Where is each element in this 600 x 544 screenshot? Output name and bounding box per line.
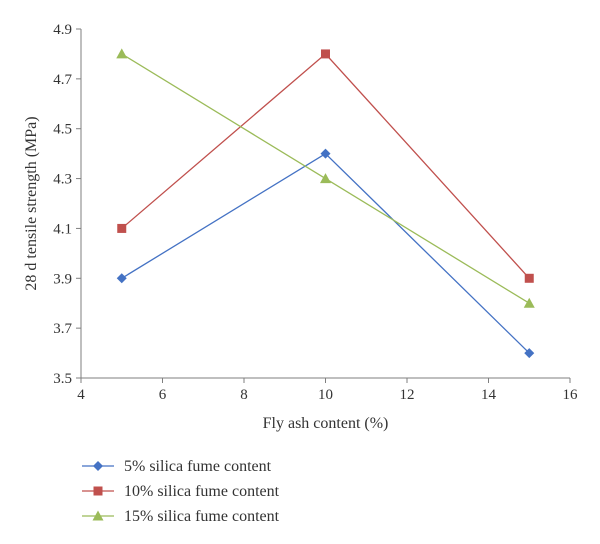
y-tick-label: 3.9 [53,271,72,287]
axes [80,29,570,379]
series-line [121,53,530,279]
legend: 5% silica fume content 10% silica fume co… [82,458,280,525]
x-tick-label: 4 [77,387,85,403]
legend-item: 10% silica fume content [82,483,280,500]
series-2 [117,49,534,283]
data-point [117,223,127,233]
y-axis-title: 28 d tensile strength (MPa) [23,116,40,290]
series-layer [116,48,535,359]
data-point [320,173,331,184]
legend-item: 5% silica fume content [82,458,272,475]
legend-marker [93,486,103,496]
x-tick-label: 14 [481,387,497,403]
series-1 [116,148,535,359]
x-tick-label: 16 [563,387,579,403]
y-ticks: 3.5 3.7 3.9 4.1 4.3 4.5 4.7 4.9 [53,22,81,387]
legend-label: 5% silica fume content [124,458,272,475]
legend-marker [92,510,104,521]
series-3 [116,48,535,308]
data-point [116,273,127,284]
y-tick-label: 4.7 [53,72,72,88]
y-tick-label: 4.3 [53,172,72,188]
legend-label: 10% silica fume content [124,483,280,500]
y-tick-label: 4.9 [53,22,72,38]
series-line [121,152,530,354]
data-point [321,49,330,59]
legend-item: 15% silica fume content [82,508,280,525]
data-point [116,48,128,59]
x-ticks: 4 6 8 10 12 14 16 [77,378,578,403]
legend-marker [93,461,103,471]
y-tick-label: 3.5 [53,371,72,387]
data-point [320,148,331,159]
legend-label: 15% silica fume content [124,508,280,525]
data-point [523,297,535,308]
y-tick-label: 4.1 [53,221,72,237]
x-tick-label: 10 [318,387,333,403]
y-tick-label: 3.7 [53,321,72,337]
x-tick-label: 12 [400,387,415,403]
y-tick-label: 4.5 [53,122,72,138]
x-axis-title: Fly ash content (%) [263,415,389,432]
x-tick-label: 6 [159,387,167,403]
data-point [524,348,535,359]
data-point [524,273,534,283]
x-tick-label: 8 [240,387,248,403]
